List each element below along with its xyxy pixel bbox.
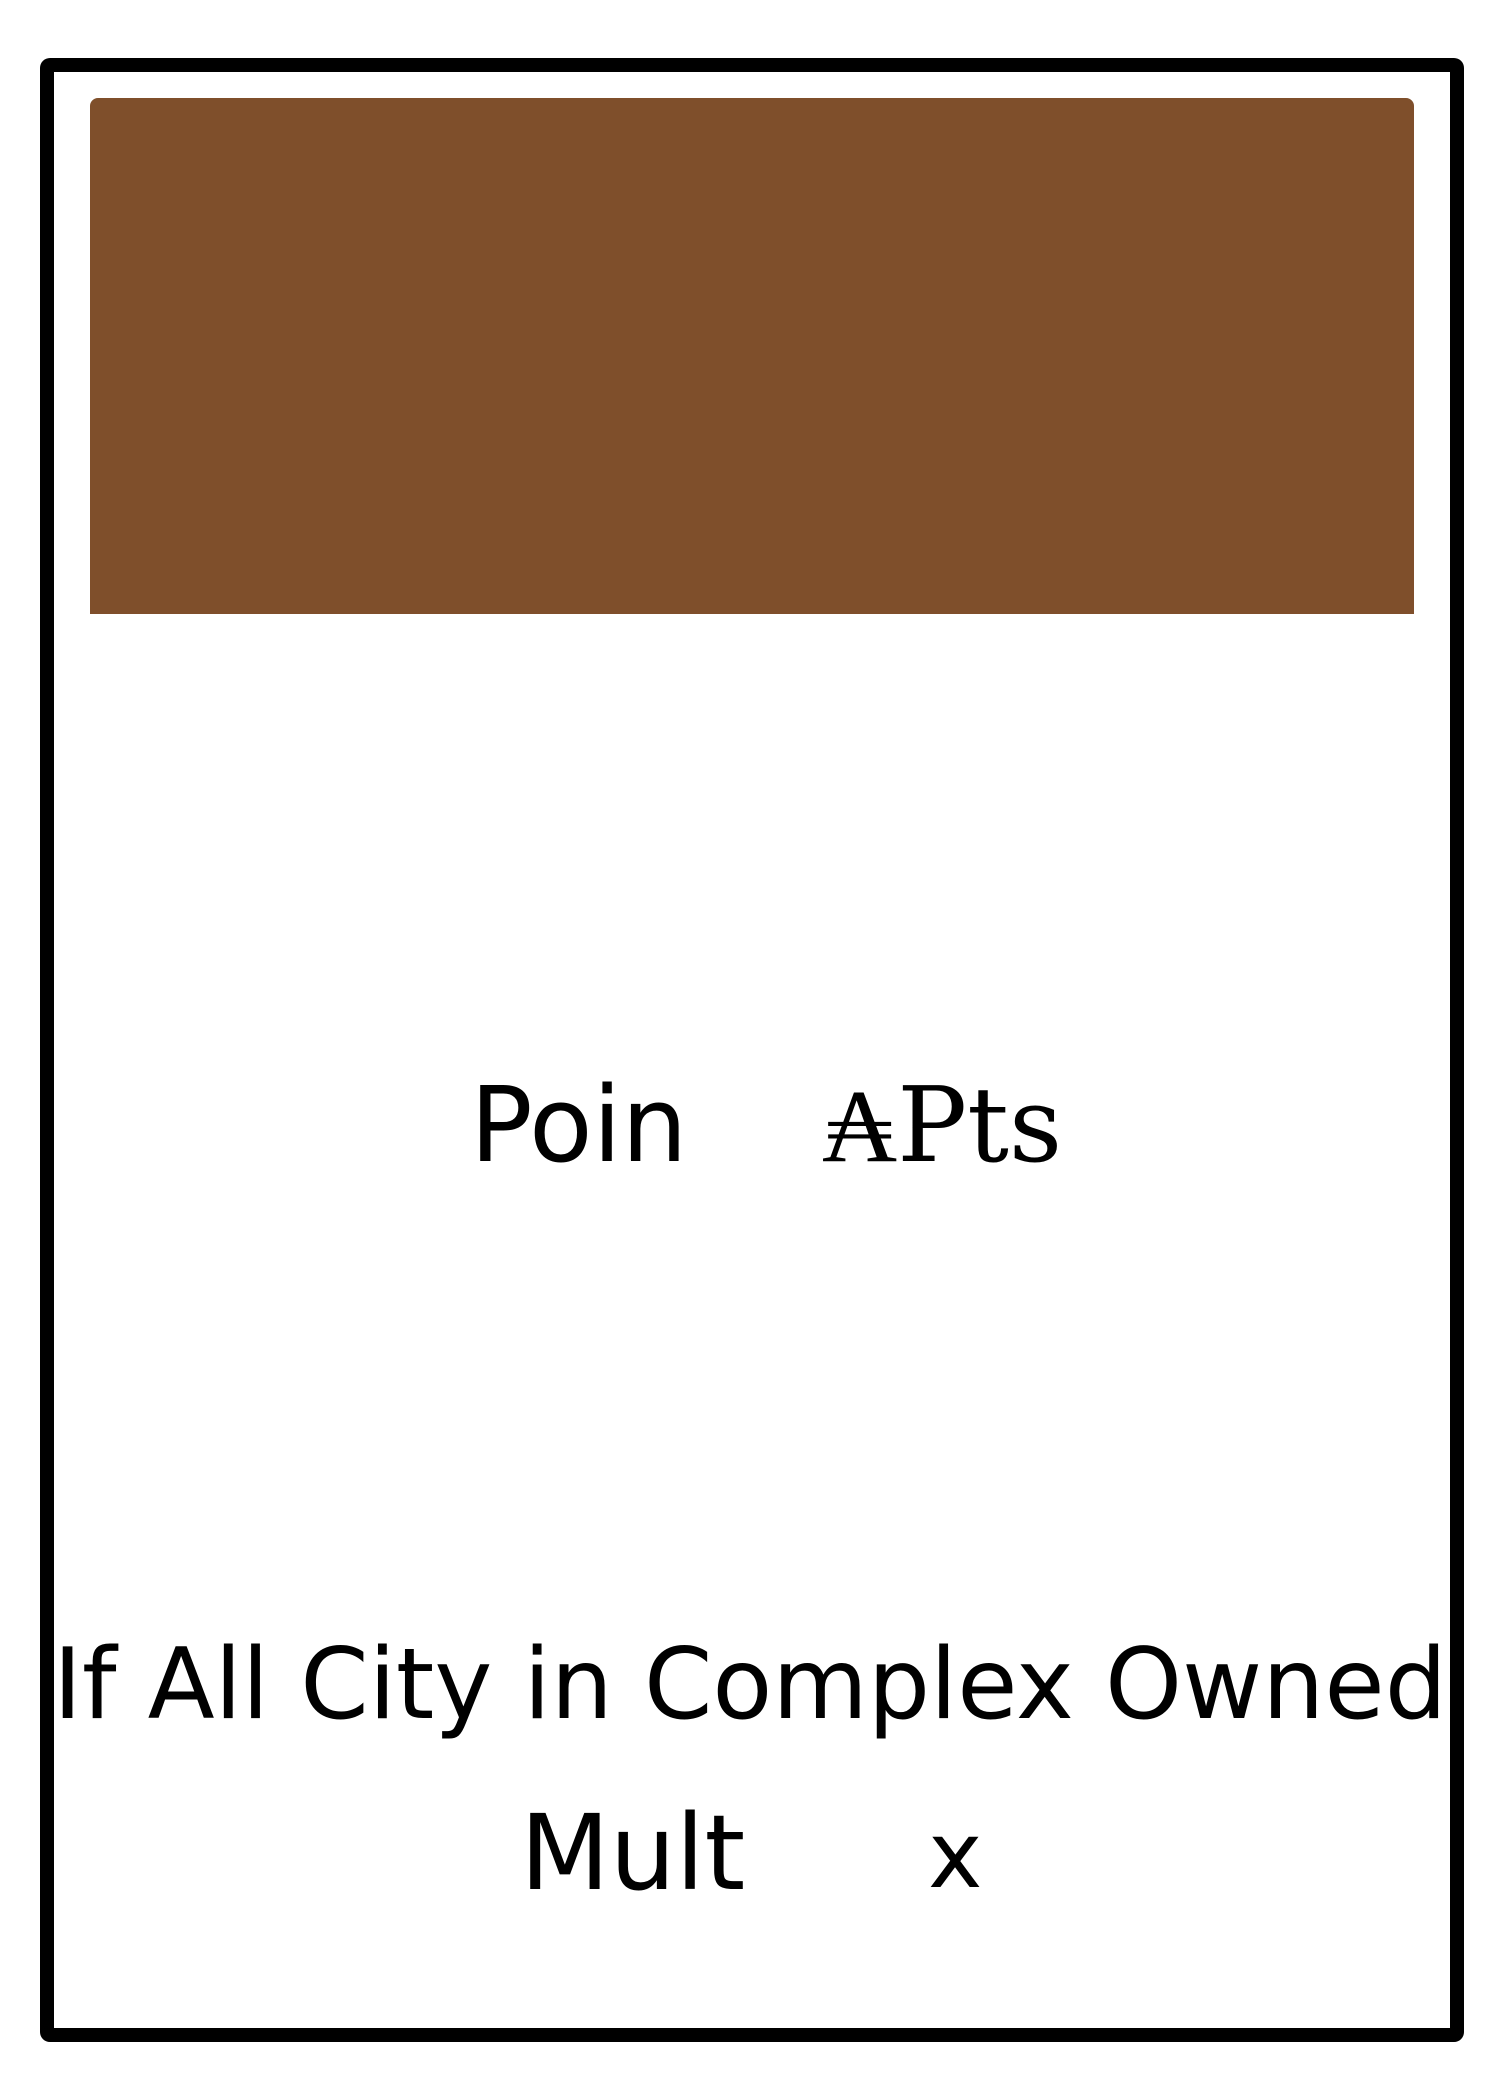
multiplier-label: Mult	[520, 1792, 746, 1914]
complex-condition-text: If All City in Complex Owned	[53, 1628, 1447, 1742]
card-color-band	[90, 98, 1414, 614]
multiplier-row: Mult x	[0, 1788, 1500, 1918]
points-row: Poin ₳Pts	[0, 1060, 1500, 1190]
points-value: ₳Pts	[822, 1064, 1063, 1186]
points-label: Poin	[470, 1064, 688, 1186]
multiplier-value: x	[928, 1802, 983, 1909]
